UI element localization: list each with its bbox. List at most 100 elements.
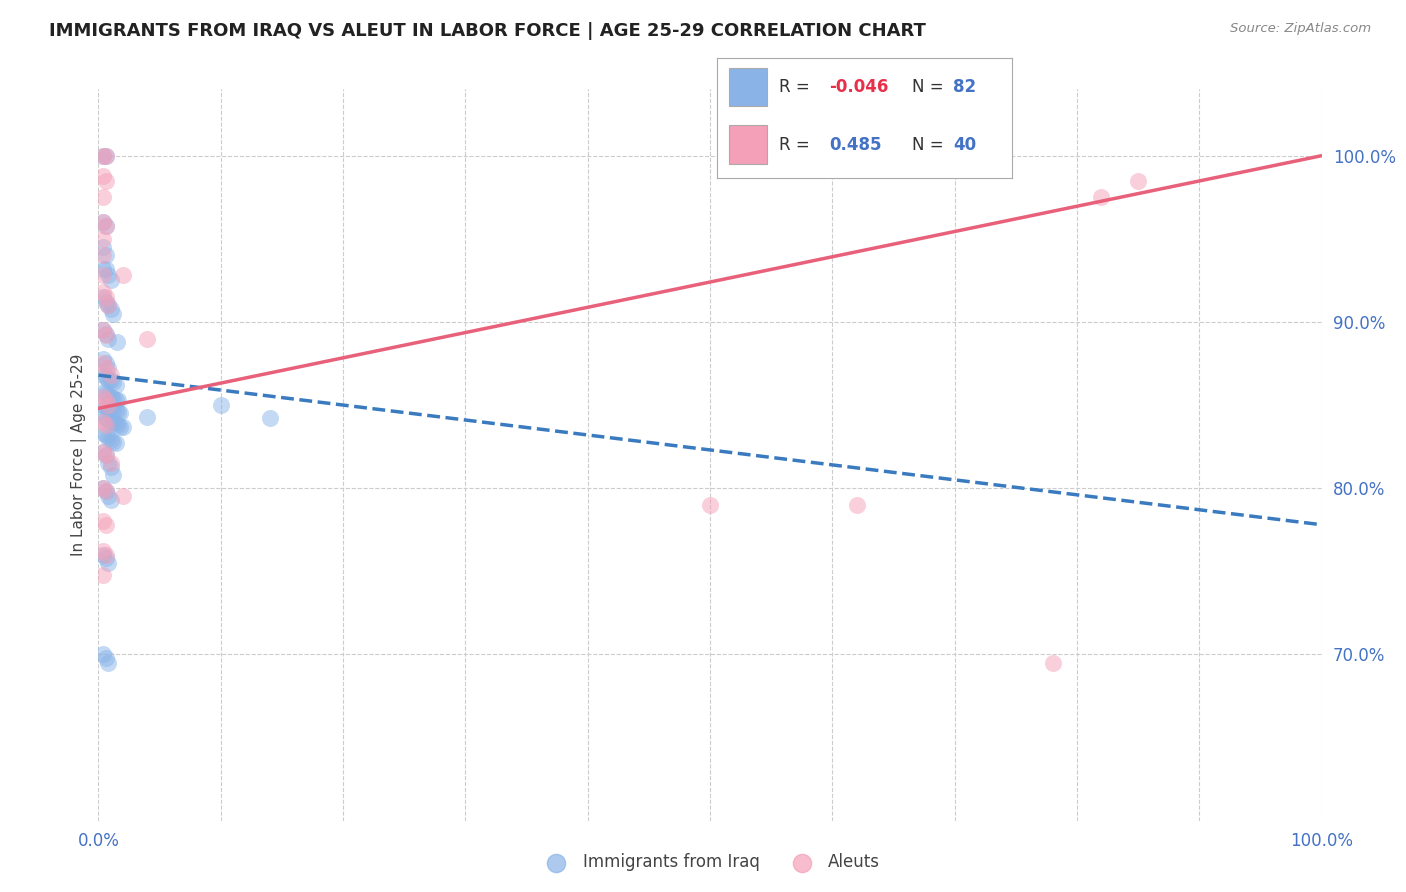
Point	[111, 419, 134, 434]
Legend: Immigrants from Iraq, Aleuts: Immigrants from Iraq, Aleuts	[533, 847, 887, 878]
Point	[111, 490, 134, 504]
Point	[94, 386, 117, 401]
Point	[91, 515, 114, 529]
Point	[101, 415, 124, 429]
Point	[97, 401, 120, 416]
Text: R =: R =	[779, 136, 815, 153]
Point	[94, 417, 117, 432]
Text: 0.485: 0.485	[830, 136, 882, 153]
Point	[91, 384, 114, 399]
Point	[699, 498, 721, 512]
Point	[101, 467, 124, 482]
Point	[104, 403, 127, 417]
Point	[100, 456, 122, 470]
Point	[94, 484, 117, 499]
Point	[91, 390, 114, 404]
Point	[94, 400, 117, 414]
Point	[100, 390, 122, 404]
Point	[136, 332, 159, 346]
Point	[91, 215, 114, 229]
Point	[97, 431, 120, 445]
Point	[101, 375, 124, 389]
Point	[101, 434, 124, 449]
Point	[136, 409, 159, 424]
Point	[94, 361, 117, 376]
Point	[91, 261, 114, 276]
Point	[94, 219, 117, 233]
Point	[94, 448, 117, 462]
Point	[91, 190, 114, 204]
Point	[91, 567, 114, 582]
Point	[94, 517, 117, 532]
Point	[100, 401, 122, 416]
Point	[94, 248, 117, 262]
Point	[100, 373, 122, 387]
Point	[94, 428, 117, 442]
Point	[94, 326, 117, 341]
Point	[97, 413, 120, 427]
Point	[91, 285, 114, 299]
Point	[91, 398, 114, 412]
Point	[97, 332, 120, 346]
Point	[94, 650, 117, 665]
Point	[91, 444, 114, 458]
Point	[91, 248, 114, 262]
Point	[94, 484, 117, 499]
Text: 40: 40	[953, 136, 976, 153]
Point	[91, 415, 114, 429]
Point	[91, 368, 114, 383]
Point	[110, 419, 132, 434]
Point	[97, 456, 120, 470]
Point	[100, 273, 122, 287]
Point	[91, 323, 114, 337]
Point	[91, 481, 114, 495]
Point	[101, 403, 124, 417]
Point	[91, 215, 114, 229]
Point	[94, 261, 117, 276]
Point	[100, 368, 122, 383]
Point	[94, 290, 117, 304]
Point	[97, 268, 120, 283]
Text: N =: N =	[912, 136, 949, 153]
Point	[97, 656, 120, 670]
Point	[107, 393, 129, 408]
Point	[1042, 656, 1064, 670]
Point	[105, 334, 128, 349]
Point	[94, 393, 117, 408]
Point	[104, 417, 127, 431]
Point	[91, 290, 114, 304]
Point	[94, 219, 117, 233]
Point	[94, 149, 117, 163]
Point	[94, 149, 117, 163]
Point	[91, 240, 114, 254]
Point	[100, 301, 122, 316]
Text: IMMIGRANTS FROM IRAQ VS ALEUT IN LABOR FORCE | AGE 25-29 CORRELATION CHART: IMMIGRANTS FROM IRAQ VS ALEUT IN LABOR F…	[49, 22, 927, 40]
FancyBboxPatch shape	[728, 68, 768, 106]
Point	[94, 548, 117, 562]
Y-axis label: In Labor Force | Age 25-29: In Labor Force | Age 25-29	[72, 354, 87, 556]
Point	[91, 268, 114, 283]
Point	[91, 323, 114, 337]
Text: Source: ZipAtlas.com: Source: ZipAtlas.com	[1230, 22, 1371, 36]
Point	[104, 393, 127, 408]
Point	[97, 361, 120, 376]
Point	[107, 417, 129, 432]
Point	[100, 415, 122, 429]
Point	[104, 436, 127, 450]
Point	[97, 388, 120, 402]
Point	[1090, 190, 1112, 204]
Text: R =: R =	[779, 78, 815, 95]
Point	[97, 373, 120, 387]
Point	[91, 357, 114, 371]
Point	[104, 378, 127, 392]
Point	[97, 398, 120, 412]
Point	[91, 648, 114, 662]
Point	[110, 406, 132, 420]
Point	[97, 556, 120, 570]
Point	[91, 149, 114, 163]
Point	[100, 433, 122, 447]
Point	[111, 268, 134, 283]
Point	[91, 426, 114, 441]
Point	[100, 459, 122, 474]
Point	[91, 544, 114, 558]
